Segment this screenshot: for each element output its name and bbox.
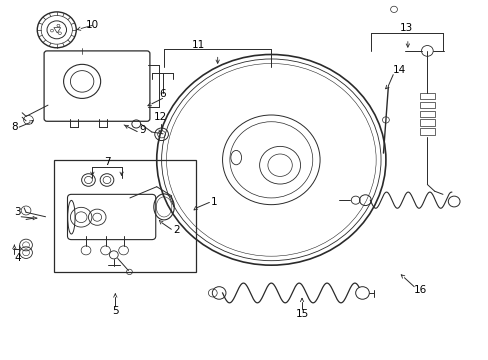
Text: 6: 6: [159, 89, 165, 99]
Text: 9: 9: [140, 125, 146, 135]
Text: 5: 5: [112, 306, 119, 316]
Bar: [419, 129, 434, 135]
Text: 3: 3: [15, 207, 21, 217]
Text: 2: 2: [173, 225, 179, 235]
Bar: [419, 120, 434, 126]
Text: 1: 1: [210, 197, 217, 207]
Text: 16: 16: [412, 285, 426, 295]
Text: 8: 8: [11, 122, 18, 132]
Text: 15: 15: [295, 309, 308, 319]
Bar: [419, 111, 434, 117]
Text: 11: 11: [191, 40, 204, 50]
Text: 7: 7: [103, 157, 110, 167]
Bar: [419, 93, 434, 99]
Bar: [419, 102, 434, 108]
Text: 10: 10: [85, 21, 99, 30]
Text: 4: 4: [15, 253, 21, 264]
Bar: [54, 160, 195, 272]
Text: 12: 12: [154, 112, 167, 122]
Text: 14: 14: [392, 65, 406, 75]
Text: 13: 13: [399, 23, 412, 33]
